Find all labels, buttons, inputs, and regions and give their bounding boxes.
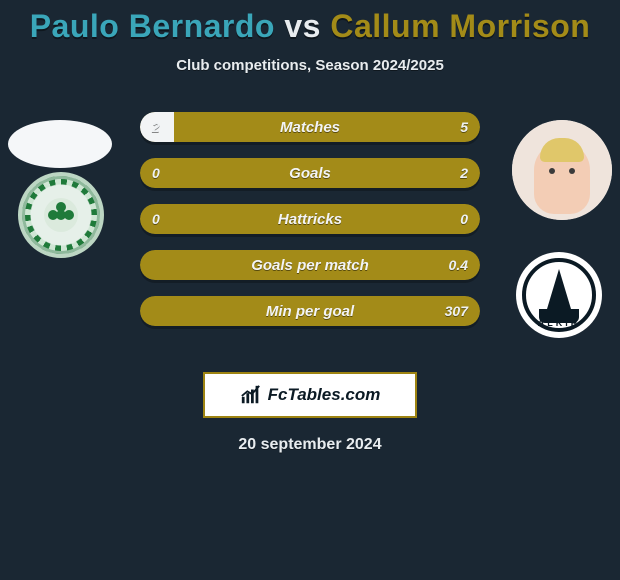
stat-label: Matches [140, 112, 480, 142]
stat-row: 0 Goals 2 [140, 158, 480, 188]
steeple-icon [529, 265, 589, 325]
chart-icon [240, 384, 262, 406]
page-title: Paulo Bernardo vs Callum Morrison [0, 0, 620, 45]
celtic-crest-icon [18, 172, 104, 258]
stat-row: Goals per match 0.4 [140, 250, 480, 280]
stat-bars: 2 Matches 5 0 Goals 2 0 Hattricks 0 Goal… [140, 112, 480, 342]
stat-value-right: 5 [460, 112, 468, 142]
branding-text: FcTables.com [268, 385, 381, 405]
date-label: 20 september 2024 [0, 436, 620, 454]
comparison-stage: ALKIR 2 Matches 5 0 Goals 2 0 Hattricks … [0, 102, 620, 362]
player1-name: Paulo Bernardo [30, 8, 275, 44]
player1-club-crest [18, 172, 104, 258]
stat-row: 2 Matches 5 [140, 112, 480, 142]
stat-label: Min per goal [140, 296, 480, 326]
stat-label: Goals [140, 158, 480, 188]
player1-avatar [8, 120, 112, 168]
face-icon [534, 142, 590, 214]
stat-value-right: 2 [460, 158, 468, 188]
player2-avatar [512, 120, 612, 220]
stat-label: Hattricks [140, 204, 480, 234]
stat-value-right: 0.4 [449, 250, 468, 280]
player2-name: Callum Morrison [330, 8, 590, 44]
stat-row: 0 Hattricks 0 [140, 204, 480, 234]
branding-badge: FcTables.com [203, 372, 417, 418]
vs-label: vs [284, 8, 321, 44]
stat-value-right: 0 [460, 204, 468, 234]
club-right-text: ALKIR [516, 318, 602, 328]
stat-row: Min per goal 307 [140, 296, 480, 326]
player2-club-crest: ALKIR [516, 252, 602, 338]
stat-label: Goals per match [140, 250, 480, 280]
clover-icon [56, 210, 66, 220]
stat-value-right: 307 [445, 296, 468, 326]
subtitle: Club competitions, Season 2024/2025 [0, 57, 620, 74]
